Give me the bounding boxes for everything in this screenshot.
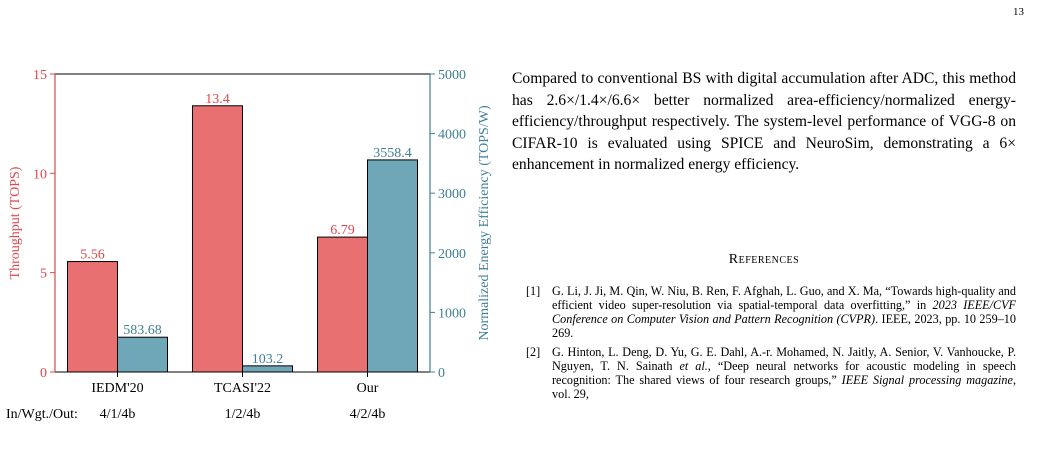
throughput-efficiency-chart: 5.56 583.68 IEDM'20 4/1/4b 13.4 103.2 TCASI'22… (6, 68, 492, 422)
reference-text: , vol. 29, (552, 373, 1016, 401)
efficiency-value-label: 583.68 (123, 323, 162, 338)
precision-label: 4/1/4b (100, 407, 136, 422)
right-tick-label: 2000 (438, 247, 466, 262)
reference-text: G. Li, J. Ji, M. Qin, W. Niu, B. Ren, F.… (552, 284, 1016, 312)
efficiency-bar (367, 159, 418, 373)
right-tick-label: 0 (438, 366, 445, 381)
right-tick-label: 3000 (438, 187, 466, 202)
reference-1: [1] G. Li, J. Ji, M. Qin, W. Niu, B. Ren… (512, 284, 1016, 340)
reference-2: [2] G. Hinton, L. Deng, D. Yu, G. E. Dah… (512, 345, 1016, 401)
reference-text: , “Deep neural networks for acoustic mod… (552, 359, 1017, 387)
x-tick-label: Our (357, 381, 379, 396)
throughput-value-label: 5.56 (80, 248, 105, 263)
body-paragraph: Compared to conventional BS with digital… (512, 70, 1016, 174)
references-list: [1] G. Li, J. Ji, M. Qin, W. Niu, B. Ren… (512, 284, 1016, 406)
right-tick-label: 1000 (438, 306, 466, 321)
efficiency-value-label: 3558.4 (373, 146, 412, 161)
efficiency-value-label: 103.2 (252, 352, 284, 367)
x-tick-label: TCASI'22 (214, 381, 271, 396)
left-tick-label: 15 (33, 68, 47, 83)
precision-label: 1/2/4b (225, 407, 261, 422)
references-heading: References (728, 252, 800, 267)
precision-row-label: In/Wgt./Out: (6, 407, 78, 422)
left-tick-label: 0 (40, 366, 47, 381)
throughput-bar (317, 236, 368, 373)
reference-text: . IEEE, 2023, pp. 10 259–10 269. (552, 312, 1016, 340)
reference-text: G. Hinton, L. Deng, D. Yu, G. E. Dahl, A… (552, 345, 1016, 373)
reference-etal: et al. (679, 359, 708, 373)
page-number: 13 (1013, 6, 1024, 18)
throughput-bar (192, 105, 243, 373)
efficiency-bar (117, 336, 168, 373)
right-tick-label: 5000 (438, 68, 466, 83)
right-tick-label: 4000 (438, 128, 466, 143)
throughput-bar (67, 261, 118, 373)
x-tick-label: IEDM'20 (91, 381, 143, 396)
right-axis-title: Normalized Energy Efficiency (TOPS/W) (477, 105, 492, 341)
throughput-value-label: 6.79 (330, 223, 355, 238)
reference-venue: 2023 IEEE/CVF Conference on Computer Vis… (552, 298, 1016, 326)
left-axis-title: Throughput (TOPS) (8, 166, 23, 279)
reference-venue: IEEE Signal processing magazine (841, 373, 1013, 387)
left-tick-label: 5 (40, 267, 47, 282)
throughput-value-label: 13.4 (205, 92, 230, 107)
reference-number: [1] (526, 284, 541, 298)
precision-label: 4/2/4b (350, 407, 386, 422)
left-tick-label: 10 (33, 167, 47, 182)
reference-number: [2] (526, 345, 541, 359)
